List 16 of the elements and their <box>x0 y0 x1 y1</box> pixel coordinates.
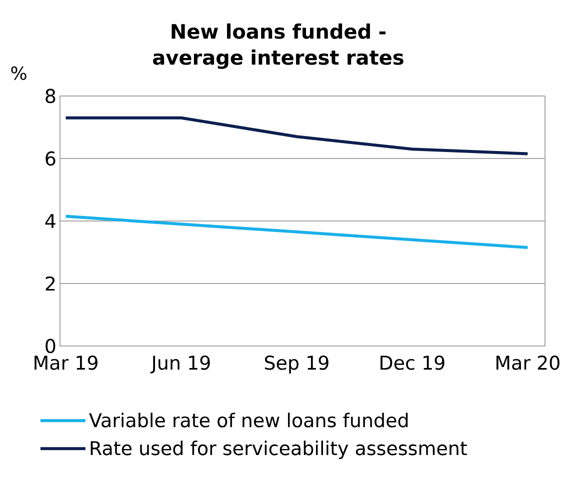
y-tick-label: 8 <box>46 88 56 104</box>
x-tick-label: Dec 19 <box>380 356 444 370</box>
line-series <box>64 116 530 156</box>
x-tick-label: Sep 19 <box>264 356 328 374</box>
legend-label: Rate used for serviceability assessment <box>90 440 467 460</box>
line-series <box>64 214 530 250</box>
chart-title: New loans funded - average interest rates <box>153 23 404 69</box>
x-tick-label: Mar 20 <box>496 356 560 370</box>
y-tick-label: 0 <box>46 338 56 354</box>
x-tick-label: Jun 19 <box>150 356 210 374</box>
y-tick-label: 2 <box>46 276 55 291</box>
y-tick-label: 6 <box>46 151 56 166</box>
y-tick-label: 4 <box>45 214 56 228</box>
y-axis-title: % <box>11 66 26 80</box>
legend-label: Variable rate of new loans funded <box>89 412 408 428</box>
x-tick-label: Mar 19 <box>34 356 98 370</box>
